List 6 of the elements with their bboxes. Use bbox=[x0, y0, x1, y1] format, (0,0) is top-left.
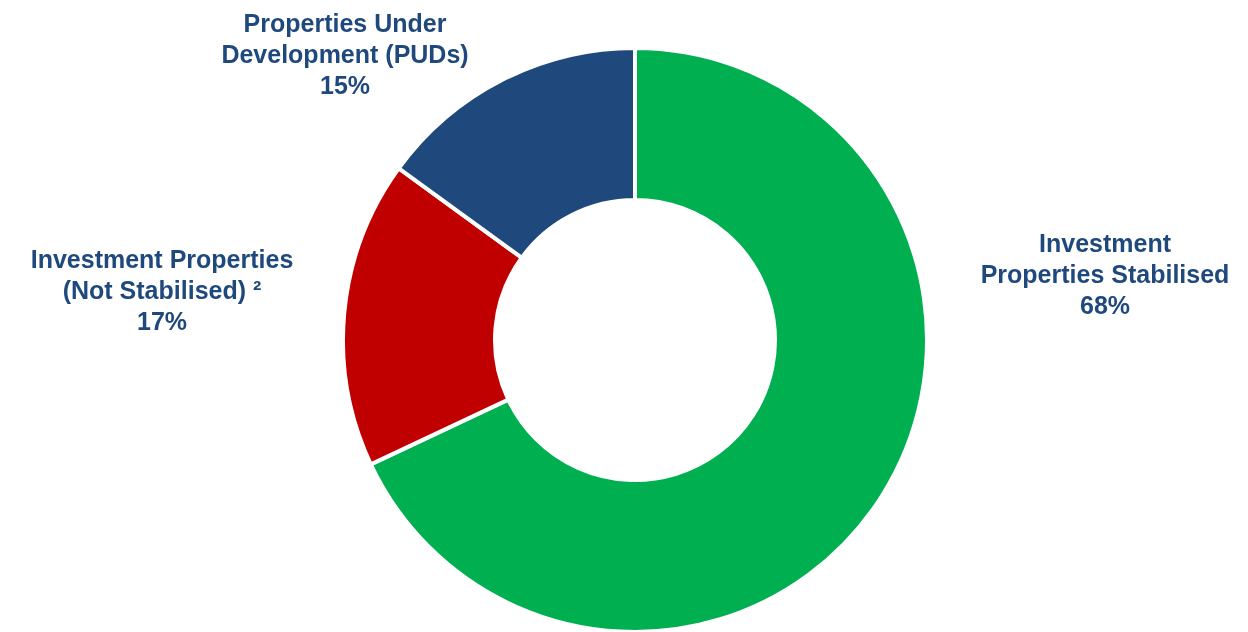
slice-label: Investment Properties (Not Stabilised) ² bbox=[30, 245, 294, 304]
slice-label: Investment Properties Stabilised bbox=[980, 229, 1230, 288]
slice-label: Properties Under Development (PUDs) bbox=[221, 9, 469, 68]
data-label: 68% bbox=[1079, 291, 1131, 319]
data-label: 15% bbox=[319, 71, 371, 99]
data-label: 17% bbox=[136, 307, 188, 335]
